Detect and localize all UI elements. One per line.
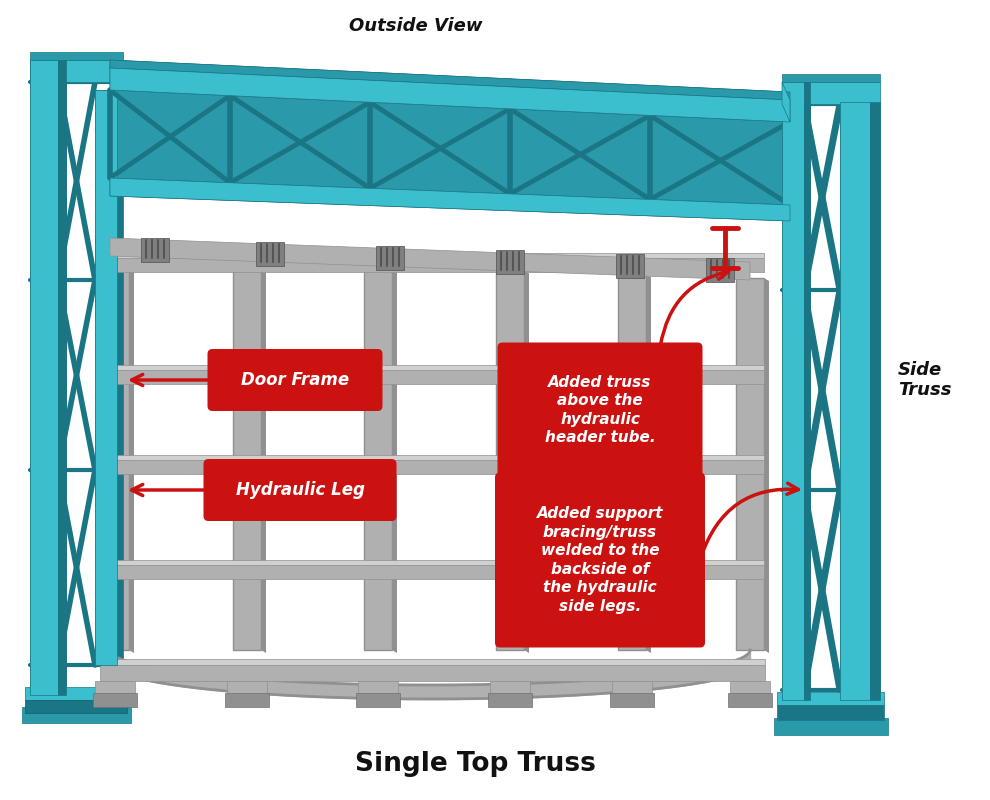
Polygon shape (225, 693, 269, 707)
Polygon shape (392, 266, 397, 653)
Polygon shape (30, 60, 58, 695)
Polygon shape (110, 178, 790, 221)
Polygon shape (358, 681, 398, 695)
Polygon shape (100, 659, 765, 665)
Polygon shape (30, 52, 123, 60)
Polygon shape (30, 60, 123, 82)
Polygon shape (706, 258, 734, 282)
Polygon shape (110, 68, 790, 122)
Polygon shape (100, 665, 765, 681)
Polygon shape (840, 102, 870, 700)
Polygon shape (782, 82, 804, 700)
Polygon shape (736, 278, 764, 650)
FancyArrowPatch shape (132, 485, 206, 495)
Text: Single Top Truss: Single Top Truss (354, 751, 596, 777)
FancyBboxPatch shape (498, 342, 703, 478)
FancyBboxPatch shape (204, 459, 397, 521)
Polygon shape (95, 681, 135, 695)
Polygon shape (870, 102, 880, 700)
Polygon shape (646, 274, 651, 653)
Polygon shape (95, 90, 117, 665)
Polygon shape (117, 90, 123, 665)
Polygon shape (496, 250, 524, 274)
Polygon shape (356, 693, 400, 707)
Polygon shape (110, 60, 790, 100)
Polygon shape (58, 60, 66, 695)
FancyBboxPatch shape (495, 473, 705, 647)
Polygon shape (25, 687, 127, 700)
Polygon shape (22, 707, 131, 723)
Polygon shape (782, 82, 804, 700)
Polygon shape (101, 365, 764, 370)
Polygon shape (101, 455, 764, 460)
Polygon shape (58, 60, 66, 695)
Text: Door Frame: Door Frame (241, 371, 349, 389)
FancyArrowPatch shape (701, 483, 798, 558)
Polygon shape (616, 254, 644, 278)
Polygon shape (110, 178, 790, 221)
Polygon shape (101, 370, 764, 384)
Polygon shape (764, 278, 769, 653)
Polygon shape (101, 253, 764, 258)
Polygon shape (804, 82, 810, 700)
Polygon shape (728, 693, 772, 707)
Polygon shape (233, 262, 261, 650)
FancyBboxPatch shape (208, 349, 382, 411)
Polygon shape (101, 258, 129, 650)
Polygon shape (261, 262, 266, 653)
Polygon shape (256, 242, 284, 266)
Polygon shape (804, 82, 810, 700)
Polygon shape (496, 270, 524, 650)
Polygon shape (95, 90, 117, 665)
Polygon shape (777, 705, 884, 720)
Text: Outside View: Outside View (349, 17, 482, 34)
Polygon shape (101, 460, 764, 474)
Polygon shape (840, 102, 870, 700)
Polygon shape (612, 681, 652, 695)
Polygon shape (30, 60, 58, 695)
Polygon shape (870, 102, 880, 700)
Polygon shape (488, 693, 532, 707)
Polygon shape (141, 238, 169, 262)
Polygon shape (364, 266, 392, 650)
FancyArrowPatch shape (132, 374, 210, 386)
Polygon shape (110, 90, 790, 205)
Polygon shape (774, 718, 888, 735)
Polygon shape (618, 274, 646, 650)
Text: Added support
bracing/truss
welded to the
backside of
the hydraulic
side legs.: Added support bracing/truss welded to th… (537, 506, 663, 614)
Text: Hydraulic Leg: Hydraulic Leg (236, 481, 364, 499)
Text: Added truss
above the
hydraulic
header tube.: Added truss above the hydraulic header t… (544, 374, 655, 446)
FancyArrowPatch shape (660, 268, 729, 346)
Polygon shape (376, 246, 404, 270)
Polygon shape (110, 238, 750, 280)
Polygon shape (524, 270, 529, 653)
Polygon shape (93, 693, 137, 707)
Polygon shape (610, 693, 654, 707)
Polygon shape (101, 560, 764, 565)
Polygon shape (129, 258, 134, 653)
Polygon shape (782, 82, 880, 104)
Polygon shape (782, 74, 880, 82)
Text: Side
Truss: Side Truss (898, 361, 951, 399)
Polygon shape (110, 60, 790, 100)
Polygon shape (777, 692, 884, 705)
Polygon shape (101, 258, 764, 272)
Polygon shape (110, 68, 790, 122)
Polygon shape (782, 82, 790, 122)
Polygon shape (490, 681, 530, 695)
Polygon shape (730, 681, 770, 695)
Polygon shape (25, 700, 127, 713)
Polygon shape (101, 565, 764, 579)
Polygon shape (227, 681, 267, 695)
